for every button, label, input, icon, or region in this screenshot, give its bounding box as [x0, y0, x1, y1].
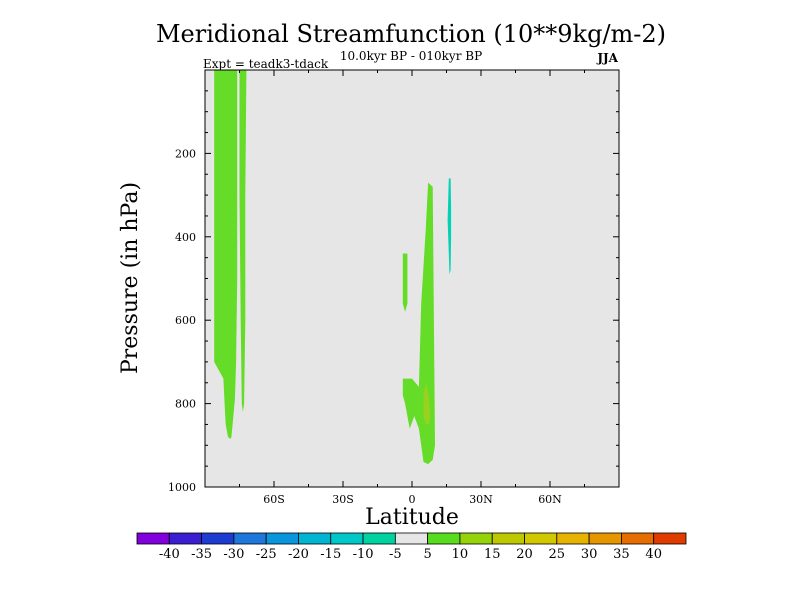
x-tick-label: 30S	[332, 493, 354, 506]
colorbar-swatch	[298, 532, 332, 545]
contour-region-0	[214, 70, 238, 439]
colorbar-label: -30	[223, 547, 244, 562]
x-tick-label: 30N	[469, 493, 493, 506]
x-tick-label: 0	[409, 493, 416, 506]
colorbar-label: 15	[484, 547, 501, 562]
y-tick-label: 400	[175, 231, 196, 244]
experiment-annotation: Expt = teadk3-tdack	[203, 57, 329, 71]
colorbar-swatch	[168, 532, 202, 545]
chart-title: Meridional Streamfunction (10**9kg/m-2)	[156, 20, 666, 48]
colorbar-label: 10	[452, 547, 469, 562]
colorbar-swatch	[394, 532, 429, 545]
colorbar-swatch	[491, 532, 525, 545]
colorbar-label: -15	[320, 547, 341, 562]
x-axis-label: Latitude	[365, 505, 459, 530]
contour-region-5	[447, 178, 452, 275]
chart-subtitle: 10.0kyr BP - 010kyr BP	[340, 49, 482, 63]
plot-area	[205, 70, 619, 487]
colorbar-labels: -40 -35 -30 -25 -20 -15 -10 -5 5 10 15 20 25 30 35 40	[159, 547, 662, 562]
x-axis-ticks: 60S 30S 0 30N 60N	[204, 70, 620, 506]
colorbar-swatch	[524, 532, 558, 545]
colorbar-swatch	[459, 532, 493, 545]
x-tick-label: 60S	[263, 493, 285, 506]
colorbar-swatch	[201, 532, 235, 545]
season-annotation: JJA	[596, 51, 618, 65]
colorbar-label: -20	[288, 547, 309, 562]
colorbar-label: 35	[613, 547, 630, 562]
colorbar-label: 20	[516, 547, 533, 562]
contour-region-4	[423, 382, 431, 425]
colorbar	[136, 532, 687, 545]
colorbar-label: 25	[549, 547, 566, 562]
colorbar-label: -40	[159, 547, 180, 562]
colorbar-label: 40	[645, 547, 662, 562]
contour-regions	[214, 70, 452, 465]
colorbar-label: 5	[424, 547, 432, 562]
colorbar-swatch	[136, 532, 170, 545]
colorbar-swatch	[653, 532, 687, 545]
y-tick-label: 200	[175, 147, 196, 160]
y-tick-label: 800	[175, 398, 196, 411]
colorbar-swatch	[330, 532, 364, 545]
colorbar-swatch	[427, 532, 461, 545]
colorbar-swatch	[233, 532, 267, 545]
y-axis-label: Pressure (in hPa)	[118, 182, 143, 374]
colorbar-swatch	[362, 532, 396, 545]
contour-region-2	[402, 253, 408, 312]
colorbar-swatch	[621, 532, 655, 545]
colorbar-label: -10	[353, 547, 374, 562]
colorbar-swatch	[265, 532, 299, 545]
x-tick-label: 60N	[538, 493, 562, 506]
colorbar-label: -35	[191, 547, 212, 562]
y-tick-label: 600	[175, 314, 196, 327]
colorbar-label: 30	[581, 547, 598, 562]
colorbar-swatch	[556, 532, 590, 545]
colorbar-swatch	[588, 532, 622, 545]
y-axis-ticks: 200 400 600 800 1000	[168, 69, 619, 494]
y-tick-label: 1000	[168, 481, 196, 494]
contour-region-1	[239, 70, 247, 412]
colorbar-label: -5	[389, 547, 402, 562]
colorbar-label: -25	[256, 547, 277, 562]
